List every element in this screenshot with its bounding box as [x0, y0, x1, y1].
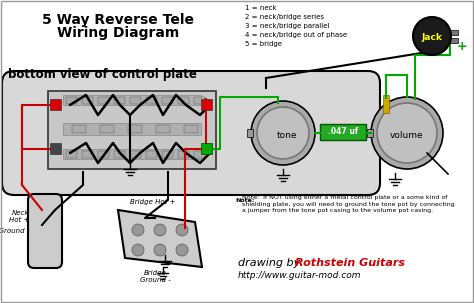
Bar: [184, 125, 198, 133]
Bar: [98, 97, 109, 104]
Bar: [50, 143, 61, 154]
Bar: [100, 125, 114, 133]
Bar: [247, 129, 253, 137]
Bar: [66, 97, 77, 104]
Circle shape: [176, 244, 188, 256]
Text: 5 = bridge: 5 = bridge: [245, 41, 282, 47]
FancyBboxPatch shape: [28, 194, 62, 268]
Bar: [450, 30, 458, 35]
Bar: [201, 99, 212, 110]
Text: 5 Way Reverse Tele: 5 Way Reverse Tele: [42, 13, 194, 27]
Text: http://www.guitar-mod.com: http://www.guitar-mod.com: [238, 271, 362, 280]
Circle shape: [176, 224, 188, 236]
Bar: [82, 151, 93, 158]
Text: bottom view of control plate: bottom view of control plate: [8, 68, 197, 81]
Bar: [114, 97, 125, 104]
Text: Jack: Jack: [421, 34, 442, 42]
Text: 3 = neck/bridge parallel: 3 = neck/bridge parallel: [245, 23, 329, 29]
Text: Wiring Diagram: Wiring Diagram: [57, 26, 179, 40]
Bar: [63, 149, 201, 159]
Bar: [450, 38, 458, 43]
Bar: [156, 125, 170, 133]
Circle shape: [132, 224, 144, 236]
Text: Note:: Note:: [235, 198, 255, 203]
Bar: [178, 151, 189, 158]
Text: .047 uf: .047 uf: [328, 128, 358, 136]
Circle shape: [251, 101, 315, 165]
Bar: [146, 97, 157, 104]
Circle shape: [413, 17, 451, 55]
Text: 2 = neck/bridge series: 2 = neck/bridge series: [245, 14, 324, 20]
Text: volume: volume: [390, 131, 424, 139]
Text: Neck Ground -: Neck Ground -: [0, 228, 29, 234]
Circle shape: [154, 244, 166, 256]
Bar: [130, 151, 141, 158]
Text: Bridge
Ground -: Bridge Ground -: [140, 270, 170, 283]
Text: drawing by: drawing by: [238, 258, 304, 268]
Bar: [72, 125, 86, 133]
Text: +: +: [456, 39, 467, 52]
Polygon shape: [118, 210, 202, 267]
Bar: [98, 151, 109, 158]
Circle shape: [132, 244, 144, 256]
Bar: [128, 125, 142, 133]
Bar: [178, 97, 189, 104]
Bar: [383, 95, 389, 113]
Text: 1 = neck: 1 = neck: [245, 5, 277, 11]
Text: tone: tone: [277, 131, 297, 139]
Circle shape: [371, 97, 443, 169]
Bar: [114, 151, 125, 158]
Circle shape: [257, 107, 309, 159]
Bar: [320, 124, 366, 140]
Text: Bridge Hot +: Bridge Hot +: [130, 199, 175, 205]
Bar: [48, 91, 216, 169]
Bar: [201, 143, 212, 154]
Bar: [162, 97, 173, 104]
Bar: [63, 123, 201, 135]
Bar: [194, 97, 205, 104]
Bar: [50, 99, 61, 110]
Text: 4 = neck/bridge out of phase: 4 = neck/bridge out of phase: [245, 32, 347, 38]
Circle shape: [154, 224, 166, 236]
Bar: [82, 97, 93, 104]
Bar: [194, 151, 205, 158]
Bar: [66, 151, 77, 158]
Bar: [146, 151, 157, 158]
Circle shape: [377, 103, 437, 163]
Text: Note:  If NOT using either a metal control plate or a some kind of
shielding pla: Note: If NOT using either a metal contro…: [242, 195, 455, 213]
Bar: [162, 151, 173, 158]
Text: Rothstein Guitars: Rothstein Guitars: [295, 258, 405, 268]
Bar: [367, 129, 373, 137]
Bar: [63, 95, 201, 105]
Bar: [130, 97, 141, 104]
Text: Neck
Hot +: Neck Hot +: [9, 210, 29, 223]
FancyBboxPatch shape: [2, 71, 380, 195]
